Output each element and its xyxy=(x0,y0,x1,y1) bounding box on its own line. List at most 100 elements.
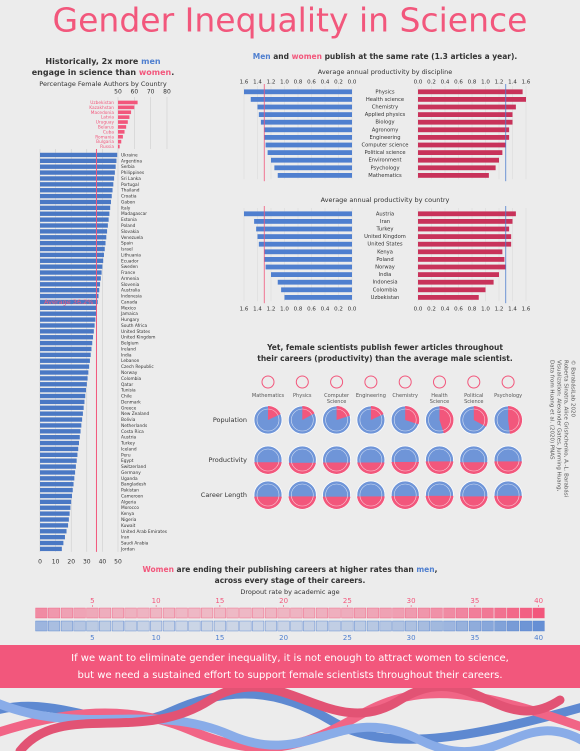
category-label: Iran xyxy=(380,219,390,225)
category-label: Qatar xyxy=(121,382,133,388)
x-tick-label: 35 xyxy=(470,634,479,642)
dropout-cell xyxy=(252,607,265,619)
dropout-cell xyxy=(392,620,405,632)
dropout-cell xyxy=(366,607,379,619)
bar xyxy=(40,399,85,405)
bar xyxy=(40,193,112,199)
category-label: Thailand xyxy=(120,188,140,194)
category-label: Indonesia xyxy=(372,280,397,286)
bar xyxy=(40,258,104,263)
heading-part: their careers (productivity) than the av… xyxy=(257,354,513,363)
bar xyxy=(40,305,97,310)
bar-women xyxy=(418,279,494,285)
dropout-cell xyxy=(417,620,430,632)
bar xyxy=(40,176,115,181)
heading: their careers (productivity) than the av… xyxy=(257,354,513,363)
pie-ring xyxy=(325,408,348,432)
bar xyxy=(118,139,122,144)
x-tick-label: 15 xyxy=(215,597,224,605)
bar xyxy=(40,211,110,216)
category-label: India xyxy=(121,352,132,358)
category-label: Uganda xyxy=(121,476,138,482)
category-label: Germany xyxy=(121,470,141,476)
row-label: Population xyxy=(213,416,247,424)
category-label: Madagascar xyxy=(121,211,147,217)
dropout-cell xyxy=(239,607,252,619)
category-label: Lebanon xyxy=(121,358,140,364)
category-label: Physics xyxy=(375,89,394,95)
dropout-cell xyxy=(328,620,341,632)
bar xyxy=(40,335,94,340)
x-tick-label: 1.2 xyxy=(267,80,276,86)
x-tick-label: 50 xyxy=(114,558,122,565)
bar xyxy=(40,217,109,222)
bar-women xyxy=(418,249,503,255)
dropout-cell xyxy=(519,620,532,632)
category-label: Belarus xyxy=(98,124,115,130)
bar-women xyxy=(418,234,512,239)
dropout-cell xyxy=(137,607,150,619)
bar xyxy=(40,487,73,493)
category-label: Morocco xyxy=(121,505,139,511)
dropout-cell xyxy=(328,607,341,619)
level-fill xyxy=(494,495,523,509)
credits: Data from Huang et al. (2020) PNAS Visua… xyxy=(549,360,577,498)
category-label: Chile xyxy=(121,394,132,400)
bar-men xyxy=(274,165,352,171)
dropout-cell xyxy=(35,620,48,632)
category-label: Spain xyxy=(121,241,133,247)
pie-ring xyxy=(428,483,451,507)
bar-men xyxy=(264,249,352,255)
bar xyxy=(40,393,86,399)
level-fill xyxy=(459,462,488,474)
bar xyxy=(40,182,114,187)
x-tick-label: 1.0 xyxy=(280,80,289,86)
bar xyxy=(40,482,74,487)
dropout-cell xyxy=(226,607,239,619)
banner-line: but we need a sustained effort to suppor… xyxy=(77,670,502,681)
x-tick-label: 0.6 xyxy=(454,80,463,86)
category-label: Turkey xyxy=(376,227,394,233)
heading-part: men xyxy=(416,565,434,574)
dropout-cell xyxy=(468,607,481,619)
level-fill xyxy=(254,496,282,509)
category-label: Saudi Arabia xyxy=(121,541,149,547)
bar xyxy=(40,293,99,299)
dropout-cell xyxy=(124,607,137,619)
category-label: Norway xyxy=(121,370,138,376)
bar xyxy=(40,452,78,457)
bar xyxy=(118,144,120,149)
category-label: Uzbekistan xyxy=(90,100,114,106)
category-label: Peru xyxy=(121,452,131,458)
category-label: Romania xyxy=(95,134,114,140)
category-label: Ukraine xyxy=(121,152,138,158)
dropout-cell xyxy=(252,620,265,632)
bar xyxy=(40,205,111,211)
category-label: United Arab Emirates xyxy=(121,529,168,535)
category-label: Slovenia xyxy=(121,282,140,288)
dropout-cell xyxy=(392,607,405,619)
x-tick-label: 25 xyxy=(343,634,352,642)
credit-line: Roberta Sinatra, Alice Grishchenko, A.-L… xyxy=(563,360,570,498)
category-label: Biology xyxy=(375,120,394,126)
x-tick-label: 35 xyxy=(470,597,479,605)
pie-ring xyxy=(290,408,314,432)
x-tick-label: 0.8 xyxy=(468,307,477,313)
bar xyxy=(40,376,88,381)
heading-part: women xyxy=(292,52,322,61)
category-label: Belgium xyxy=(121,341,139,347)
bar xyxy=(40,458,77,463)
category-label: Sri Lanka xyxy=(121,176,141,182)
dropout-cell xyxy=(124,620,137,632)
bar xyxy=(40,311,97,316)
pie-ring xyxy=(290,448,314,472)
x-tick-label: 25 xyxy=(343,597,352,605)
category-label: Health science xyxy=(366,97,404,103)
pie-ring xyxy=(256,448,280,472)
subtitle: Percentage Female Authors by Country xyxy=(39,80,167,88)
pie-ring xyxy=(256,483,280,507)
dropout-cell xyxy=(315,620,328,632)
category-label: Armenia xyxy=(121,276,139,282)
bar-women xyxy=(418,264,506,270)
x-tick-label: 1.2 xyxy=(495,80,504,86)
